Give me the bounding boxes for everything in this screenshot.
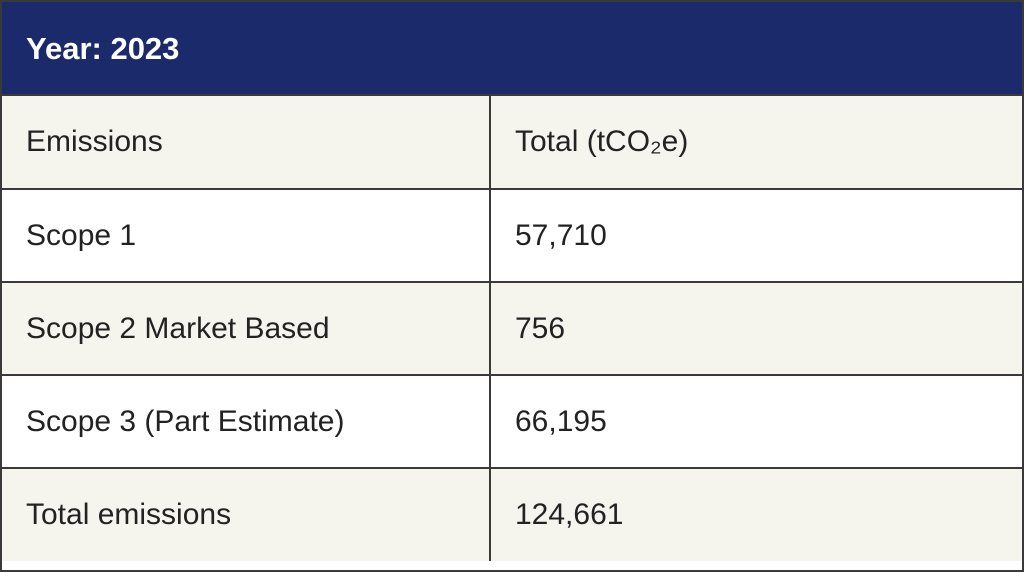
emissions-table: Emissions Total (tCO₂e) Scope 1 57,710 Sco… [2,96,1022,561]
emission-total: 57,710 [490,188,1022,282]
table-row: Scope 2 Market Based 756 [2,281,1022,375]
table-body: Emissions Total (tCO₂e) Scope 1 57,710 Sco… [2,96,1022,561]
emission-total: 756 [490,281,1022,375]
table-row: Total emissions 124,661 [2,467,1022,561]
emission-total: 124,661 [490,467,1022,561]
column-header: Total (tCO₂e) [490,96,1022,189]
table-row: Scope 1 57,710 [2,188,1022,282]
emission-category: Scope 3 (Part Estimate) [2,374,491,468]
header-row: Emissions Total (tCO₂e) [2,96,1022,189]
emission-category: Total emissions [2,467,491,561]
emission-category: Scope 1 [2,188,491,282]
emission-category: Scope 2 Market Based [2,281,491,375]
emission-total: 66,195 [490,374,1022,468]
table-title: Year: 2023 [2,2,1022,96]
column-header: Emissions [2,96,491,189]
table-row: Scope 3 (Part Estimate) 66,195 [2,374,1022,468]
